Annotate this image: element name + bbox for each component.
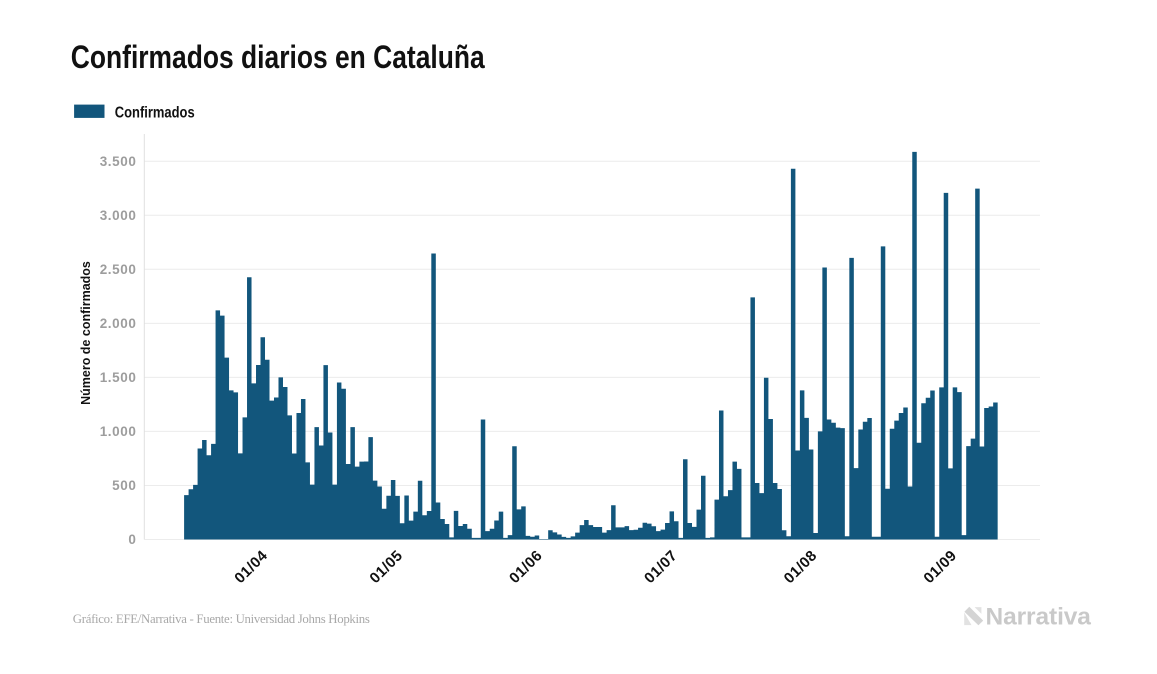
svg-text:500: 500 bbox=[112, 478, 136, 493]
svg-text:Confirmados diarios en Cataluñ: Confirmados diarios en Cataluña bbox=[71, 39, 485, 75]
svg-text:2.000: 2.000 bbox=[100, 316, 137, 331]
svg-text:2.500: 2.500 bbox=[100, 262, 137, 277]
svg-text:Número de confirmados: Número de confirmados bbox=[79, 261, 93, 405]
svg-text:Gráfico: EFE/Narrativa - Fuent: Gráfico: EFE/Narrativa - Fuente: Univers… bbox=[73, 612, 370, 626]
svg-text:Narrativa: Narrativa bbox=[986, 604, 1092, 631]
svg-text:0: 0 bbox=[128, 532, 136, 547]
svg-text:3.000: 3.000 bbox=[100, 208, 137, 223]
svg-text:1.500: 1.500 bbox=[100, 370, 137, 385]
svg-text:3.500: 3.500 bbox=[100, 154, 137, 169]
svg-text:1.000: 1.000 bbox=[100, 424, 137, 439]
svg-text:Confirmados: Confirmados bbox=[115, 104, 195, 122]
